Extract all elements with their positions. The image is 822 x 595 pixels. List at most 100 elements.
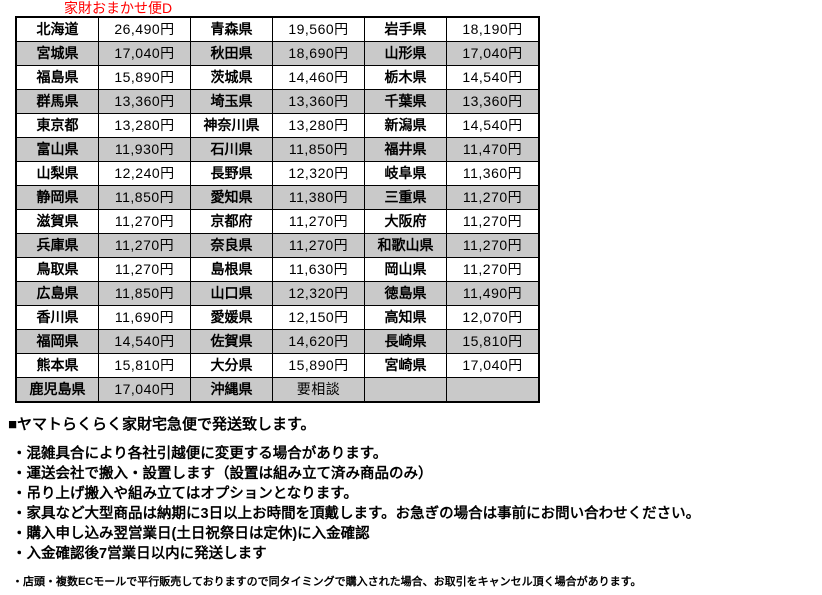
prefecture-cell: 山梨県: [15, 161, 99, 186]
price-cell: 11,270円: [98, 233, 191, 258]
price-cell: 14,540円: [446, 113, 540, 138]
prefecture-cell: 沖縄県: [190, 377, 273, 403]
prefecture-cell: 島根県: [190, 257, 273, 282]
prefecture-cell: 埼玉県: [190, 89, 273, 114]
shipping-price-table: 北海道 26,490円 青森県 19,560円 岩手県 18,190円 宮城県 17,040円…: [15, 16, 540, 403]
prefecture-cell: 青森県: [190, 16, 273, 42]
price-cell: 12,320円: [272, 161, 365, 186]
prefecture-cell: 岡山県: [364, 257, 447, 282]
price-cell: 15,890円: [272, 353, 365, 378]
price-cell: 18,190円: [446, 16, 540, 42]
prefecture-cell: 石川県: [190, 137, 273, 162]
price-cell: 11,470円: [446, 137, 540, 162]
table-row: 富山県 11,930円 石川県 11,850円 福井県 11,470円: [15, 137, 540, 162]
price-cell: 11,270円: [446, 257, 540, 282]
price-cell: 14,620円: [272, 329, 365, 354]
price-cell: 14,540円: [98, 329, 191, 354]
prefecture-cell: 山形県: [364, 41, 447, 66]
prefecture-cell: 岩手県: [364, 16, 447, 42]
prefecture-cell: 鳥取県: [15, 257, 99, 282]
prefecture-cell: 和歌山県: [364, 233, 447, 258]
price-cell: 15,810円: [446, 329, 540, 354]
price-cell: 12,320円: [272, 281, 365, 306]
price-cell: 11,270円: [446, 185, 540, 210]
prefecture-cell: 京都府: [190, 209, 273, 234]
table-row: 東京都 13,280円 神奈川県 13,280円 新潟県 14,540円: [15, 113, 540, 138]
price-cell: 11,850円: [272, 137, 365, 162]
table-row: 静岡県 11,850円 愛知県 11,380円 三重県 11,270円: [15, 185, 540, 210]
table-row: 鳥取県 11,270円 島根県 11,630円 岡山県 11,270円: [15, 257, 540, 282]
table-row: 鹿児島県 17,040円 沖縄県 要相談: [15, 377, 540, 403]
note-line: ・混雑具合により各社引越便に変更する場合があります。: [12, 446, 388, 462]
prefecture-cell: 宮城県: [15, 41, 99, 66]
prefecture-cell: 山口県: [190, 281, 273, 306]
price-cell: 14,540円: [446, 65, 540, 90]
price-cell: 11,850円: [98, 185, 191, 210]
price-cell: 13,280円: [98, 113, 191, 138]
prefecture-cell: 宮崎県: [364, 353, 447, 378]
price-cell: 11,270円: [98, 257, 191, 282]
price-cell: 17,040円: [98, 41, 191, 66]
notes-heading: ■ヤマトらくらく家財宅急便で発送致します。: [8, 416, 316, 433]
note-line: ・運送会社で搬入・設置します（設置は組み立て済み商品のみ）: [12, 466, 433, 482]
prefecture-cell: 香川県: [15, 305, 99, 330]
prefecture-cell: 徳島県: [364, 281, 447, 306]
price-cell: 15,890円: [98, 65, 191, 90]
price-cell: 11,270円: [272, 233, 365, 258]
prefecture-cell: 茨城県: [190, 65, 273, 90]
note-line: ・入金確認後7営業日以内に発送します: [12, 546, 267, 562]
price-cell: 26,490円: [98, 16, 191, 42]
prefecture-cell: 三重県: [364, 185, 447, 210]
price-cell: 17,040円: [446, 353, 540, 378]
table-row: 香川県 11,690円 愛媛県 12,150円 高知県 12,070円: [15, 305, 540, 330]
price-cell: 11,270円: [272, 209, 365, 234]
prefecture-cell: 奈良県: [190, 233, 273, 258]
price-cell: 17,040円: [98, 377, 191, 403]
price-cell: 11,380円: [272, 185, 365, 210]
prefecture-cell: 神奈川県: [190, 113, 273, 138]
price-cell: 11,270円: [446, 233, 540, 258]
table-row: 宮城県 17,040円 秋田県 18,690円 山形県 17,040円: [15, 41, 540, 66]
table-row: 北海道 26,490円 青森県 19,560円 岩手県 18,190円: [15, 16, 540, 42]
price-cell: 13,360円: [446, 89, 540, 114]
prefecture-cell: 鹿児島県: [15, 377, 99, 403]
note-line: ・購入申し込み翌営業日(土日祝祭日は定休)に入金確認: [12, 526, 370, 542]
price-cell: 12,150円: [272, 305, 365, 330]
notes-section: ■ヤマトらくらく家財宅急便で発送致します。 ・混雑具合により各社引越便に変更する…: [8, 414, 814, 591]
price-table-container: 北海道 26,490円 青森県 19,560円 岩手県 18,190円 宮城県 17,040円…: [15, 16, 540, 403]
notes-fine-print: ・店頭・複数ECモールで平行販売しておりますので同タイミングで購入された場合、お…: [12, 576, 642, 588]
prefecture-cell: 兵庫県: [15, 233, 99, 258]
price-cell: 要相談: [272, 377, 365, 403]
prefecture-cell: 愛知県: [190, 185, 273, 210]
price-cell: 13,360円: [272, 89, 365, 114]
prefecture-cell: 東京都: [15, 113, 99, 138]
price-cell: 11,630円: [272, 257, 365, 282]
price-cell: 11,930円: [98, 137, 191, 162]
table-row: 群馬県 13,360円 埼玉県 13,360円 千葉県 13,360円: [15, 89, 540, 114]
prefecture-cell: 静岡県: [15, 185, 99, 210]
price-cell: 15,810円: [98, 353, 191, 378]
notes-list: ・混雑具合により各社引越便に変更する場合があります。・運送会社で搬入・設置します…: [8, 444, 814, 564]
prefecture-cell: 北海道: [15, 16, 99, 42]
note-line: ・家具など大型商品は納期に3日以上お時間を頂戴します。お急ぎの場合は事前にお問い…: [12, 506, 701, 522]
table-row: 熊本県 15,810円 大分県 15,890円 宮崎県 17,040円: [15, 353, 540, 378]
table-row: 福島県 15,890円 茨城県 14,460円 栃木県 14,540円: [15, 65, 540, 90]
prefecture-cell: [364, 377, 447, 403]
price-cell: 11,360円: [446, 161, 540, 186]
table-row: 福岡県 14,540円 佐賀県 14,620円 長崎県 15,810円: [15, 329, 540, 354]
prefecture-cell: 栃木県: [364, 65, 447, 90]
table-row: 山梨県 12,240円 長野県 12,320円 岐阜県 11,360円: [15, 161, 540, 186]
prefecture-cell: 長崎県: [364, 329, 447, 354]
price-cell: 12,070円: [446, 305, 540, 330]
prefecture-cell: 千葉県: [364, 89, 447, 114]
price-cell: 11,490円: [446, 281, 540, 306]
price-cell: 12,240円: [98, 161, 191, 186]
price-cell: 11,850円: [98, 281, 191, 306]
prefecture-cell: 熊本県: [15, 353, 99, 378]
price-cell: 17,040円: [446, 41, 540, 66]
prefecture-cell: 愛媛県: [190, 305, 273, 330]
prefecture-cell: 群馬県: [15, 89, 99, 114]
table-row: 滋賀県 11,270円 京都府 11,270円 大阪府 11,270円: [15, 209, 540, 234]
prefecture-cell: 広島県: [15, 281, 99, 306]
price-cell: 11,270円: [446, 209, 540, 234]
